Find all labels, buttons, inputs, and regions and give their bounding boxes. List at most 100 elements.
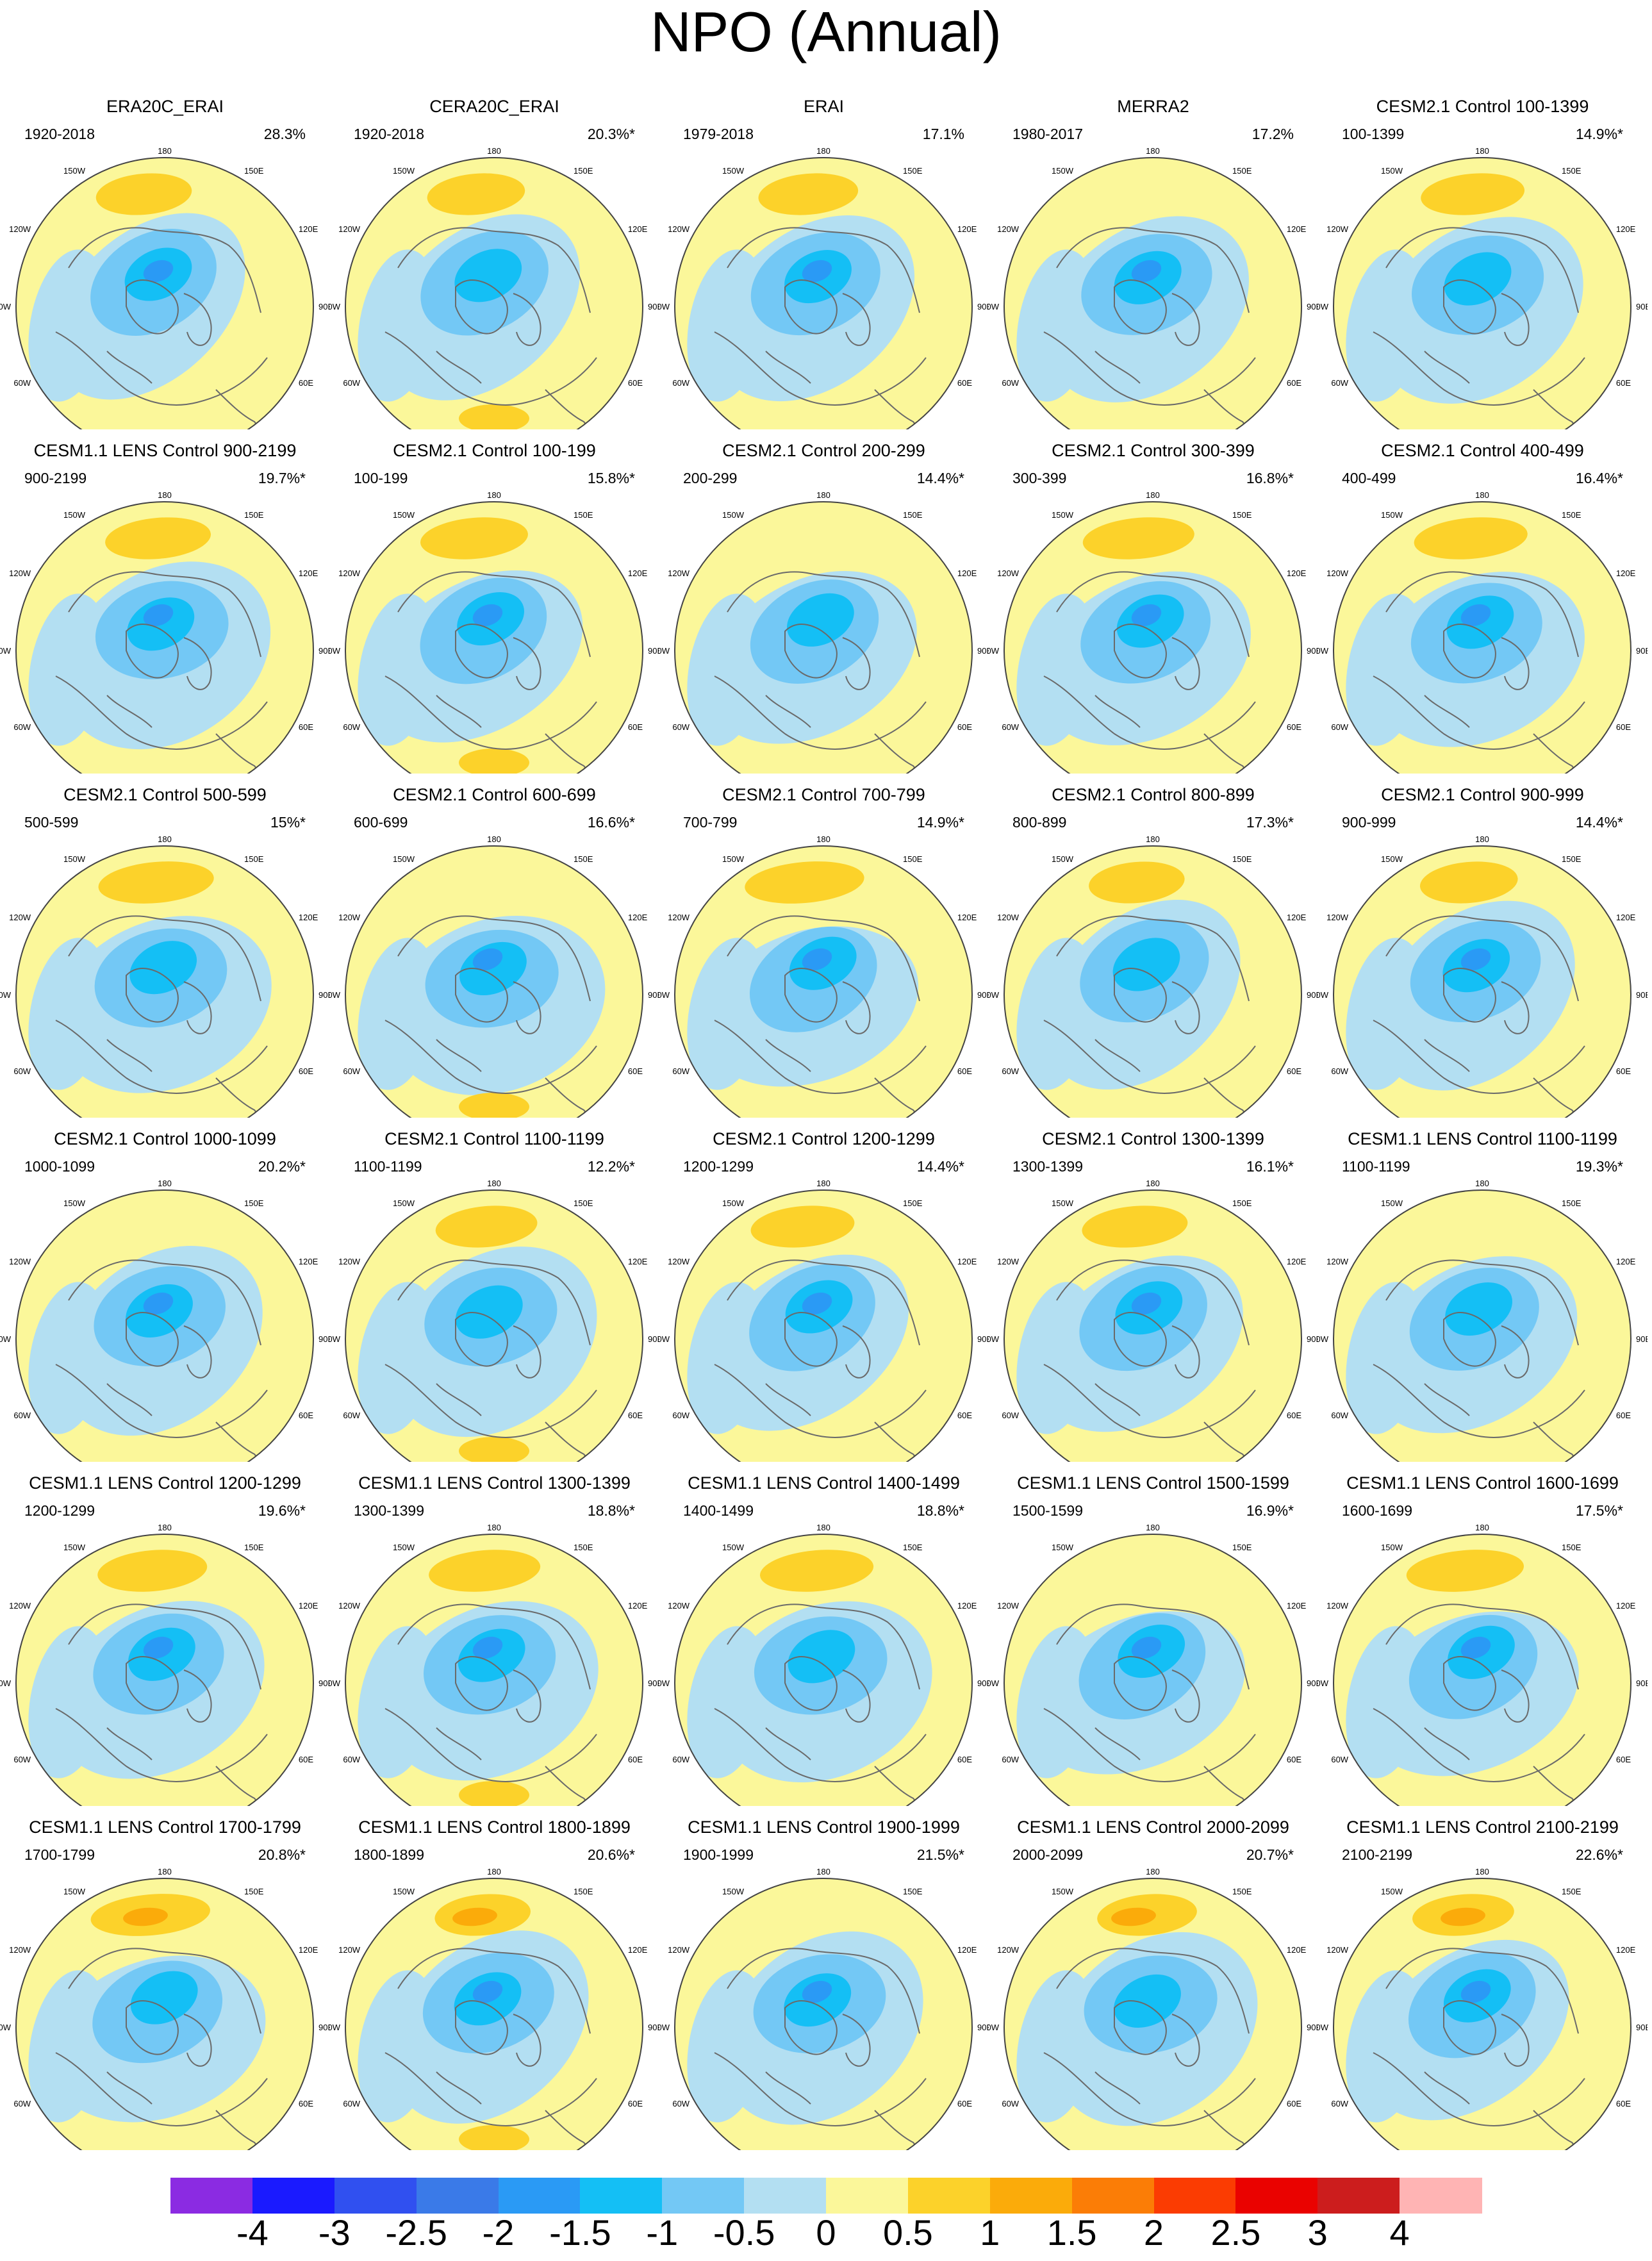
map-panel: CESM2.1 Control 200-299 200-299 14.4%* 180 0… (659, 440, 989, 774)
longitude-label: 120E (957, 568, 977, 578)
deep-blue-core (802, 260, 832, 283)
deep-blue-core (1460, 948, 1491, 971)
longitude-label: 120W (9, 568, 31, 578)
coastline (1171, 981, 1200, 1034)
light-blue-region (687, 593, 768, 746)
longitude-label: 60W (1331, 1066, 1348, 1076)
panel-variance-percent: 19.3%* (1575, 1158, 1623, 1175)
light-blue-region (1346, 938, 1426, 1090)
dark-orange-core (123, 1907, 168, 1926)
orange-high (1082, 1205, 1188, 1248)
colorbar-tick-label: -0.5 (713, 2212, 775, 2253)
longitude-label: 60E (628, 722, 643, 732)
coastline (513, 1669, 541, 1723)
map-boundary (1333, 501, 1631, 774)
coastline (1501, 637, 1530, 690)
coastline (765, 2071, 811, 2105)
polar-map: 180090W90E150W120W150E120E60W30W60E30E (329, 490, 659, 774)
map-panel: CESM1.1 LENS Control 1300-1399 1300-1399 1… (329, 1473, 659, 1806)
coastline (1373, 331, 1585, 406)
longitude-label: 60E (299, 1066, 313, 1076)
orange-patch (459, 1781, 529, 1806)
colorbar-swatch (989, 2178, 1073, 2214)
longitude-label: 180 (1146, 834, 1160, 844)
map-panel: CESM2.1 Control 800-899 800-899 17.3%* 180 0… (988, 784, 1318, 1118)
coastline (436, 1727, 482, 1760)
longitude-label: 150W (393, 166, 415, 176)
coastline (183, 1669, 212, 1723)
coastline (1385, 1603, 1579, 1690)
panel-title: ERAI (803, 97, 845, 116)
coastline (1043, 331, 1256, 406)
panel-variance-percent: 14.4%* (916, 470, 964, 486)
longitude-label: 90E (977, 646, 989, 656)
coastline (1443, 624, 1496, 679)
longitude-label: 60E (1287, 378, 1301, 388)
longitude-label: 60W (1331, 378, 1348, 388)
panel-title: CESM2.1 Control 300-399 (1052, 441, 1255, 460)
longitude-label: 90W (1317, 1678, 1329, 1688)
longitude-label: 60E (628, 1755, 643, 1764)
panel-title: CESM1.1 LENS Control 900-2199 (33, 441, 297, 460)
coastline (727, 915, 920, 1002)
orange-high (420, 517, 528, 559)
coastline (842, 981, 871, 1034)
longitude-label: 120W (338, 1257, 361, 1266)
map-panel: CESM2.1 Control 1200-1299 1200-1299 14.4%*… (659, 1129, 989, 1462)
longitude-label: 150E (244, 1198, 264, 1208)
longitude-label: 90W (0, 1334, 12, 1344)
colorbar-tick-label: 0.5 (882, 2212, 933, 2253)
coastline (1114, 624, 1167, 679)
coastline (55, 675, 268, 750)
panel-variance-percent: 17.5%* (1575, 1502, 1623, 1519)
coastline (126, 1312, 179, 1367)
orange-high (758, 173, 859, 215)
map-panel: CESM1.1 LENS Control 1800-1899 1800-1899 2… (329, 1817, 659, 2150)
panel-title: CESM1.1 LENS Control 1700-1799 (29, 1818, 301, 1837)
coastline (1385, 227, 1579, 313)
longitude-label: 90W (329, 1678, 341, 1688)
polar-map: 180090W90E150W120W150E120E60W30W60E30E (988, 1867, 1318, 2150)
panel-title: CESM2.1 Control 1200-1299 (713, 1129, 935, 1148)
longitude-label: 60W (343, 1066, 360, 1076)
longitude-label: 150W (1052, 166, 1074, 176)
longitude-label: 60E (299, 2099, 313, 2108)
colorbar-tick-label: -3 (318, 2212, 351, 2253)
polar-map: 180090W90E150W120W150E120E60W30W60E30E (988, 834, 1318, 1118)
panel-variance-percent: 20.2%* (258, 1158, 306, 1175)
longitude-label: 150W (63, 510, 86, 520)
panel-title: CESM2.1 Control 100-199 (393, 441, 596, 460)
longitude-label: 60W (343, 2099, 360, 2108)
longitude-label: 180 (816, 1867, 830, 1876)
coastline (874, 1077, 916, 1118)
longitude-label: 180 (487, 490, 501, 500)
colorbar-tick-label: 4 (1389, 2212, 1410, 2253)
polar-map: 180090W90E150W120W150E120E60W30W60E30E (329, 146, 659, 429)
colorbar-swatch (826, 2178, 909, 2214)
orange-high (435, 1205, 538, 1248)
panel-title: CESM2.1 Control 800-899 (1052, 785, 1255, 804)
longitude-label: 150E (1562, 166, 1582, 176)
panel-period: 2100-2199 (1342, 1846, 1412, 1863)
longitude-label: 90W (329, 990, 341, 1000)
panel-period: 1100-1199 (354, 1158, 422, 1175)
coastline (874, 389, 916, 429)
panel-title: CESM2.1 Control 100-1399 (1376, 97, 1589, 116)
longitude-label: 150W (1052, 1887, 1074, 1896)
longitude-label: 90E (1307, 990, 1318, 1000)
longitude-label: 150W (1381, 1198, 1403, 1208)
map-boundary (1004, 1878, 1302, 2150)
panel-period: 100-199 (354, 470, 408, 486)
coastline (784, 2000, 838, 2055)
longitude-label: 60E (1616, 1411, 1631, 1420)
panel-title: CESM1.1 LENS Control 1800-1899 (358, 1818, 631, 1837)
light-blue-region (28, 938, 109, 1090)
longitude-label: 120E (299, 1257, 318, 1266)
longitude-label: 60W (343, 378, 360, 388)
coastline (1373, 2052, 1585, 2126)
panel-variance-percent: 17.3%* (1246, 814, 1294, 831)
longitude-label: 180 (1475, 834, 1489, 844)
longitude-label: 90E (1307, 646, 1318, 656)
longitude-label: 180 (816, 146, 830, 156)
orange-high (98, 861, 214, 904)
